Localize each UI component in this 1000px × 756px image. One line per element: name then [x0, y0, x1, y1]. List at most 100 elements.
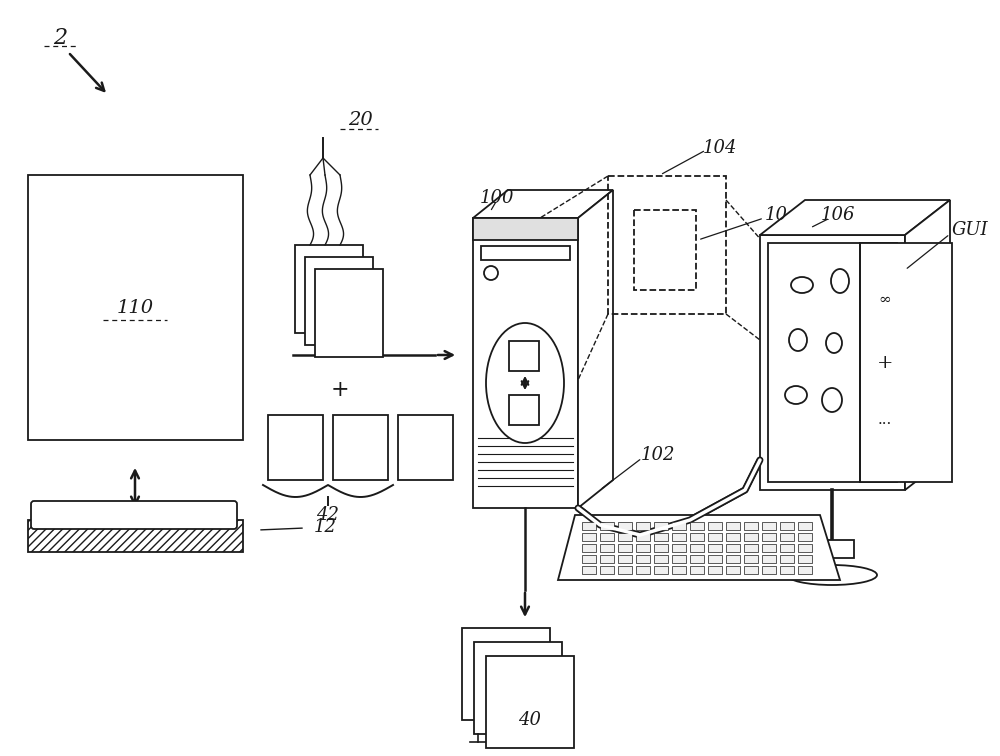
Text: 20: 20	[348, 111, 372, 129]
Bar	[780, 544, 794, 552]
Bar	[333, 415, 388, 480]
Bar	[780, 566, 794, 574]
Bar	[762, 555, 776, 563]
Bar	[618, 533, 632, 541]
Bar	[762, 522, 776, 530]
Bar	[582, 566, 596, 574]
Bar	[398, 415, 453, 480]
Text: ∞: ∞	[879, 293, 891, 307]
Bar	[582, 544, 596, 552]
Bar	[690, 566, 704, 574]
Text: +: +	[331, 379, 349, 401]
Bar	[726, 544, 740, 552]
Bar	[690, 544, 704, 552]
Bar	[654, 533, 668, 541]
Bar	[636, 522, 650, 530]
Bar	[798, 522, 812, 530]
Bar	[654, 566, 668, 574]
Bar	[762, 566, 776, 574]
Bar	[780, 522, 794, 530]
Bar	[744, 544, 758, 552]
Bar	[708, 522, 722, 530]
Text: 2: 2	[53, 27, 67, 49]
Bar	[600, 533, 614, 541]
Bar	[780, 555, 794, 563]
Bar	[744, 533, 758, 541]
Bar	[509, 341, 539, 371]
Text: 110: 110	[116, 299, 154, 317]
Bar	[726, 522, 740, 530]
Text: 10: 10	[765, 206, 788, 224]
Bar	[582, 555, 596, 563]
Polygon shape	[760, 200, 950, 235]
Bar	[726, 566, 740, 574]
Ellipse shape	[831, 269, 849, 293]
Text: 12: 12	[314, 518, 336, 536]
Bar	[726, 555, 740, 563]
Bar	[654, 555, 668, 563]
Bar	[708, 533, 722, 541]
Bar	[462, 628, 550, 720]
Bar	[672, 544, 686, 552]
Bar	[618, 522, 632, 530]
Bar	[473, 218, 578, 240]
Text: +: +	[877, 354, 893, 372]
Bar	[762, 544, 776, 552]
Bar	[28, 520, 243, 552]
Bar	[672, 533, 686, 541]
Text: 106: 106	[821, 206, 855, 224]
Bar	[600, 544, 614, 552]
Bar	[28, 175, 243, 440]
Bar	[600, 566, 614, 574]
Text: 100: 100	[480, 189, 514, 207]
Ellipse shape	[822, 388, 842, 412]
Bar	[708, 555, 722, 563]
Ellipse shape	[785, 386, 807, 404]
Bar	[690, 533, 704, 541]
Bar	[268, 415, 323, 480]
Bar	[636, 566, 650, 574]
Bar	[636, 555, 650, 563]
Bar	[672, 522, 686, 530]
Bar	[762, 533, 776, 541]
Bar	[608, 176, 726, 314]
Bar	[582, 522, 596, 530]
Polygon shape	[473, 190, 613, 218]
Ellipse shape	[789, 329, 807, 351]
Bar	[672, 566, 686, 574]
Bar	[768, 243, 897, 482]
Bar	[798, 544, 812, 552]
Bar	[315, 269, 383, 357]
Bar	[708, 566, 722, 574]
Bar	[744, 566, 758, 574]
Bar	[600, 522, 614, 530]
Bar	[708, 544, 722, 552]
Bar	[618, 555, 632, 563]
Bar	[798, 555, 812, 563]
FancyBboxPatch shape	[31, 501, 237, 529]
Bar	[780, 533, 794, 541]
Ellipse shape	[791, 277, 813, 293]
Bar	[654, 522, 668, 530]
Text: 104: 104	[703, 139, 737, 157]
Bar	[481, 246, 570, 260]
Bar	[810, 540, 854, 558]
Bar	[744, 555, 758, 563]
Bar	[690, 522, 704, 530]
Text: GUI: GUI	[952, 221, 988, 239]
Bar	[654, 544, 668, 552]
Bar	[305, 257, 373, 345]
Bar	[618, 544, 632, 552]
Ellipse shape	[486, 323, 564, 443]
Bar	[636, 544, 650, 552]
Bar	[473, 218, 578, 508]
Bar	[760, 235, 905, 490]
Polygon shape	[578, 190, 613, 508]
Bar	[798, 533, 812, 541]
Bar	[600, 555, 614, 563]
Bar	[634, 210, 696, 290]
Polygon shape	[558, 515, 840, 580]
Bar	[474, 642, 562, 734]
Text: 40: 40	[518, 711, 542, 729]
Polygon shape	[905, 200, 950, 490]
